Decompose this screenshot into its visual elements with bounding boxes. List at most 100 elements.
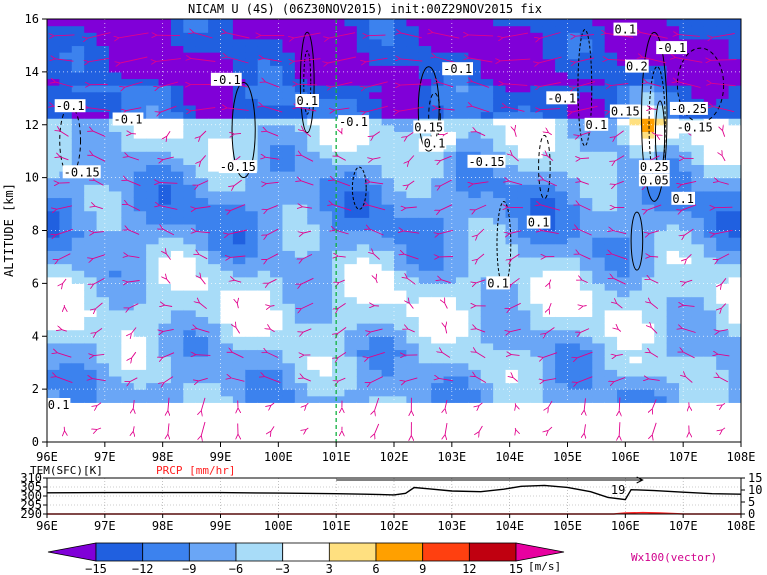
shading-cell <box>133 369 147 377</box>
shading-cell <box>579 190 593 199</box>
wind-vector <box>404 254 419 260</box>
shading-cell <box>381 71 395 80</box>
shading-cell <box>96 283 110 291</box>
shading-cell <box>146 395 160 403</box>
shading-cell <box>319 71 333 80</box>
shading-cell <box>703 283 717 291</box>
shading-cell <box>666 276 680 284</box>
shading-cell <box>232 237 246 245</box>
shading-cell <box>183 137 197 146</box>
shading-cell <box>654 296 668 304</box>
shading-cell <box>480 356 494 364</box>
shading-cell <box>369 375 383 384</box>
shading-cell <box>183 382 197 390</box>
shading-cell <box>567 323 581 331</box>
wind-vector <box>93 131 106 137</box>
shading-cell <box>133 289 147 298</box>
shading-cell <box>146 237 160 245</box>
shading-cell <box>108 375 122 384</box>
shading-cell <box>455 356 469 364</box>
shading-cell <box>394 65 407 73</box>
shading-cell <box>257 45 271 53</box>
shading-cell <box>170 144 184 152</box>
wind-vector <box>371 376 383 383</box>
shading-cell <box>220 131 234 139</box>
shading-cell <box>294 137 308 146</box>
shading-cell <box>170 336 184 344</box>
shading-cell <box>517 45 531 53</box>
shading-cell <box>530 184 544 192</box>
shading-cell <box>257 415 271 423</box>
shading-cell <box>208 402 222 410</box>
x-tick-label: 108E <box>727 450 756 464</box>
shading-cell <box>183 323 197 331</box>
wind-vector <box>441 155 452 161</box>
shading-cell <box>381 408 395 417</box>
shading-cell <box>183 408 197 417</box>
shading-cell <box>641 243 655 251</box>
shading-cell <box>691 144 705 152</box>
shading-cell <box>71 58 85 66</box>
wind-vector <box>615 155 625 161</box>
shading-cell <box>96 164 110 172</box>
shading-cell <box>592 157 606 166</box>
shading-cell <box>703 78 717 86</box>
shading-cell <box>294 171 308 179</box>
shading-cell <box>666 309 680 318</box>
shading-cell <box>418 197 432 205</box>
shading-cell <box>344 171 358 179</box>
shading-cell <box>344 349 358 357</box>
surface-right-tick-label: 0 <box>748 507 755 521</box>
shading-cell <box>257 336 271 344</box>
shading-cell <box>170 303 184 311</box>
shading-cell <box>542 131 556 139</box>
wind-vector <box>476 352 486 359</box>
shading-cell <box>654 78 668 86</box>
shading-cell <box>344 375 358 384</box>
shading-cell <box>84 137 98 146</box>
shading-cell <box>121 124 135 132</box>
shading-cell <box>170 38 184 47</box>
shading-cell <box>356 256 370 265</box>
shading-cell <box>505 151 519 159</box>
shading-cell <box>443 190 457 199</box>
shading-cell <box>517 98 531 106</box>
wind-vector <box>715 207 733 208</box>
shading-cell <box>443 263 457 271</box>
wind-vector <box>88 108 111 112</box>
shading-cell <box>480 177 494 185</box>
contour-label: 0.2 <box>625 59 649 74</box>
shading-cell <box>703 25 717 33</box>
shading-cell <box>579 408 593 417</box>
shading-cell <box>47 309 60 318</box>
shading-cell <box>47 389 60 397</box>
shading-cell <box>468 276 482 284</box>
shading-cell <box>257 270 271 278</box>
colorbar-box <box>422 542 470 562</box>
wind-vector <box>611 83 629 86</box>
shading-cell <box>431 204 445 212</box>
shading-cell <box>195 237 209 245</box>
wind-vector <box>304 131 312 137</box>
shading-cell <box>455 151 469 159</box>
shading-cell <box>71 210 85 218</box>
shading-cell <box>418 32 432 40</box>
shading-cell <box>455 415 469 423</box>
shading-cell <box>344 329 358 337</box>
shading-cell <box>108 303 122 311</box>
wind-vector <box>56 377 73 384</box>
shading-cell <box>728 349 741 357</box>
shading-cell <box>394 223 407 232</box>
shading-cell <box>294 164 308 172</box>
shading-cell <box>170 256 184 265</box>
shading-cell <box>455 369 469 377</box>
shading-cell <box>245 356 259 364</box>
shading-cell <box>431 389 445 397</box>
shading-cell <box>294 289 308 298</box>
shading-cell <box>517 124 531 132</box>
shading-cell <box>108 98 122 106</box>
shading-cell <box>617 435 631 442</box>
shading-cell <box>567 263 581 271</box>
shading-cell <box>257 58 271 66</box>
shading-cell <box>59 369 73 377</box>
